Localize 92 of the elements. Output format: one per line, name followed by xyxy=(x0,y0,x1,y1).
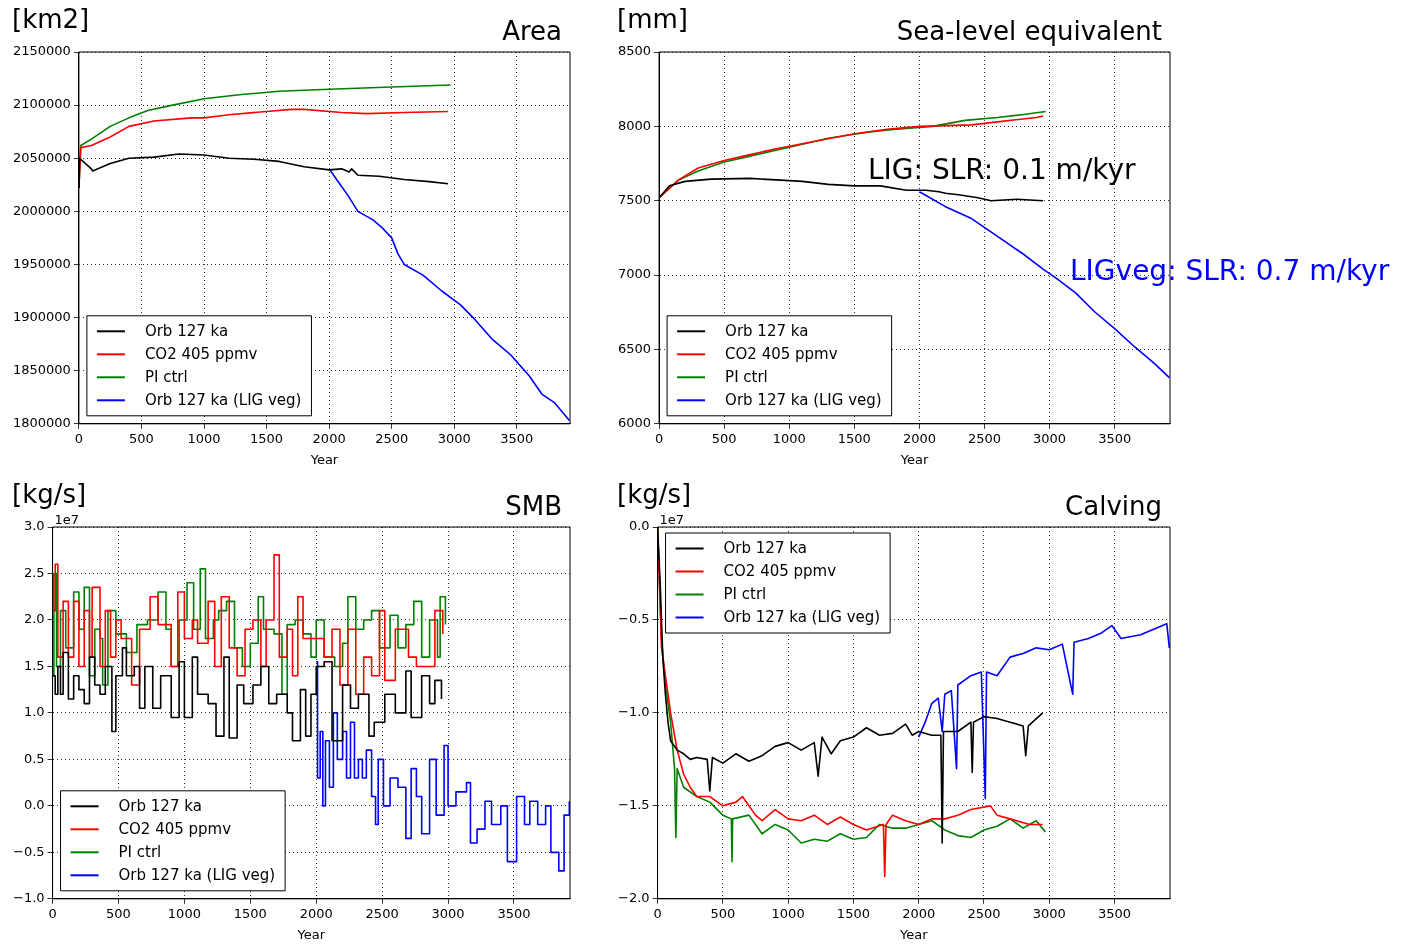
x-tick-label: 1000 xyxy=(187,430,221,446)
legend-label: Orb 127 ka (LIG veg) xyxy=(725,391,882,410)
legend-label: PI ctrl xyxy=(725,368,768,387)
x-tick-label: 2500 xyxy=(365,905,399,921)
x-tick-label: 3000 xyxy=(437,430,471,446)
y-tick-label: 1800000 xyxy=(12,415,71,431)
y-tick-label: 8000 xyxy=(617,117,652,133)
y-tick-label: 2.5 xyxy=(23,564,45,580)
x-tick-label: 1500 xyxy=(836,905,870,921)
x-tick-label: 2000 xyxy=(312,430,346,446)
y-tick-label: 1900000 xyxy=(12,308,71,324)
y-tick-label: −1.0 xyxy=(12,890,45,906)
x-tick-label: 3000 xyxy=(431,905,465,921)
legend-label: PI ctrl xyxy=(118,843,162,862)
x-tick-label: 3500 xyxy=(1097,905,1132,921)
legend-label: PI ctrl xyxy=(144,368,188,387)
legend-label: CO2 405 ppmv xyxy=(723,562,837,581)
chart-title: Area xyxy=(502,16,562,46)
x-tick-label: 500 xyxy=(710,905,736,921)
x-tick-label: 2500 xyxy=(375,430,409,446)
x-tick-label: 2500 xyxy=(967,430,1002,446)
y-tick-label: 1850000 xyxy=(12,362,71,378)
text: 1e7 xyxy=(659,512,685,527)
x-tick-label: 2500 xyxy=(967,905,1001,921)
y-tick-label: −0.5 xyxy=(617,611,650,627)
x-tick-label: 3500 xyxy=(500,430,534,446)
x-tick-label: 500 xyxy=(129,430,154,446)
y-tick-label: 1.0 xyxy=(23,704,45,720)
y-tick-label: 2000000 xyxy=(12,202,71,218)
y-tick-label: −1.5 xyxy=(617,797,650,813)
x-tick-label: 0 xyxy=(74,430,84,446)
y-tick-label: 7500 xyxy=(617,192,652,208)
y-tick-label: −0.5 xyxy=(12,843,45,859)
annotation: LIGveg: SLR: 0.7 m/kyr xyxy=(1070,254,1390,288)
y-tick-label: 0.0 xyxy=(23,797,45,813)
chart-title: Calving xyxy=(1065,491,1162,521)
x-tick-label: 2000 xyxy=(902,430,936,446)
x-tick-label: 1500 xyxy=(233,905,267,921)
y-tick-label: 8500 xyxy=(617,43,652,59)
x-tick-label: 3000 xyxy=(1032,905,1066,921)
legend-label: PI ctrl xyxy=(723,585,767,604)
y-tick-label: 6000 xyxy=(617,415,652,431)
x-tick-label: 1500 xyxy=(250,430,284,446)
legend-label: Orb 127 ka xyxy=(118,797,202,816)
y-axis-title: [km2] xyxy=(12,4,90,34)
y-tick-label: 3.0 xyxy=(23,518,45,534)
y-tick-label: 0.5 xyxy=(23,750,45,766)
x-tick-label: 0 xyxy=(654,430,664,446)
y-tick-label: 2150000 xyxy=(12,43,71,59)
x-axis-title: Year xyxy=(309,451,339,467)
y-tick-label: 2100000 xyxy=(12,96,71,112)
legend-label: Orb 127 ka xyxy=(723,539,807,558)
legend-label: Orb 127 ka (LIG veg) xyxy=(118,866,276,885)
x-axis-title: Year xyxy=(899,926,929,942)
y-axis-title: [kg/s] xyxy=(12,479,87,509)
x-tick-label: 1000 xyxy=(772,430,806,446)
x-tick-label: 500 xyxy=(106,905,131,921)
x-tick-label: 0 xyxy=(653,905,662,921)
x-tick-label: 3500 xyxy=(497,905,531,921)
x-axis-title: Year xyxy=(899,451,929,467)
y-tick-label: 0.0 xyxy=(628,518,650,534)
legend-label: Orb 127 ka xyxy=(144,322,229,341)
legend-label: CO2 405 ppmv xyxy=(144,345,258,364)
x-tick-label: 3000 xyxy=(1033,430,1067,446)
text: 1e7 xyxy=(54,512,80,527)
chart-title: Sea-level equivalent xyxy=(896,16,1162,46)
annotation: LIG: SLR: 0.1 m/kyr xyxy=(868,153,1137,187)
legend-label: Orb 127 ka (LIG veg) xyxy=(723,608,881,627)
x-tick-label: 1000 xyxy=(167,905,201,921)
x-tick-label: 2000 xyxy=(902,905,936,921)
y-tick-label: 7000 xyxy=(617,266,652,282)
y-tick-label: 6500 xyxy=(617,340,652,356)
x-tick-label: 1500 xyxy=(837,430,871,446)
y-tick-label: −1.0 xyxy=(617,704,650,720)
legend-label: Orb 127 ka (LIG veg) xyxy=(144,391,302,410)
x-tick-label: 1000 xyxy=(771,905,805,921)
y-axis-title: [kg/s] xyxy=(617,479,692,509)
y-axis-title: [mm] xyxy=(617,4,688,34)
y-tick-label: 2050000 xyxy=(12,149,71,165)
x-axis-title: Year xyxy=(296,926,326,942)
chart-title: SMB xyxy=(505,491,562,521)
x-tick-label: 2000 xyxy=(299,905,333,921)
x-tick-label: 500 xyxy=(711,430,737,446)
y-tick-label: −2.0 xyxy=(617,890,650,906)
legend-label: Orb 127 ka xyxy=(725,322,809,341)
x-tick-label: 3500 xyxy=(1098,430,1132,446)
y-tick-label: 1950000 xyxy=(12,255,71,271)
legend-label: CO2 405 ppmv xyxy=(118,820,232,839)
y-tick-label: 2.0 xyxy=(23,611,45,627)
y-tick-label: 1.5 xyxy=(23,657,45,673)
x-tick-label: 0 xyxy=(48,905,57,921)
legend-label: CO2 405 ppmv xyxy=(725,345,838,364)
